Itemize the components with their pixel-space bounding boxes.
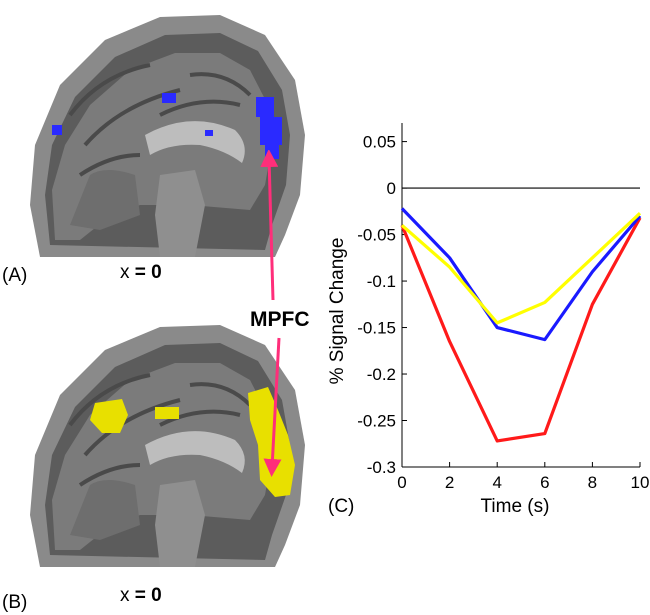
y-tick-label: -0.1 [367, 272, 396, 291]
plot-area: 0.050-0.05-0.1-0.15-0.2-0.25-0.30 2 4 6 8 10 [357, 123, 649, 492]
coord-value: = 0 [134, 585, 162, 606]
coord-prefix: x [120, 262, 130, 283]
brain-slice-b [10, 315, 310, 567]
y-tick-label: -0.3 [367, 458, 396, 477]
panel-b-label: (B) [2, 592, 28, 613]
mpfc-label: MPFC [250, 308, 310, 331]
signal-change-chart: 0.050-0.05-0.1-0.15-0.2-0.25-0.30 2 4 6 8 10 … [327, 123, 649, 517]
arrow-down-icon [263, 337, 282, 477]
y-axis-label: % Signal Change [327, 238, 348, 385]
mpfc-arrows [260, 150, 282, 477]
panel-b-coordinate: x = 0 [120, 585, 162, 607]
y-tick-label: -0.25 [357, 412, 396, 431]
arrow-up-icon [260, 150, 279, 301]
panel-a-coordinate: x = 0 [120, 262, 162, 284]
brain-slice-a [10, 5, 310, 257]
y-tick-label: -0.05 [357, 226, 396, 245]
panel-c-label: (C) [328, 496, 354, 517]
coord-prefix: x [120, 585, 130, 606]
series-line-3 [400, 212, 642, 325]
x-tick-label: 8 [588, 473, 597, 492]
x-axis-label: Time (s) [481, 496, 550, 517]
y-tick-label: -0.15 [357, 319, 396, 338]
x-tick-label: 0 [397, 473, 406, 492]
coord-value: = 0 [134, 262, 162, 283]
y-tick-label: -0.2 [367, 365, 396, 384]
y-tick-label: 0.05 [363, 133, 396, 152]
y-tick-label: 0 [387, 179, 396, 198]
series-line-1 [400, 217, 642, 443]
panel-a-label: (A) [2, 265, 28, 286]
x-tick-label: 2 [445, 473, 454, 492]
series-line-2 [400, 207, 642, 342]
x-tick-label: 10 [631, 473, 650, 492]
x-tick-label: 4 [492, 473, 501, 492]
x-tick-label: 6 [540, 473, 549, 492]
